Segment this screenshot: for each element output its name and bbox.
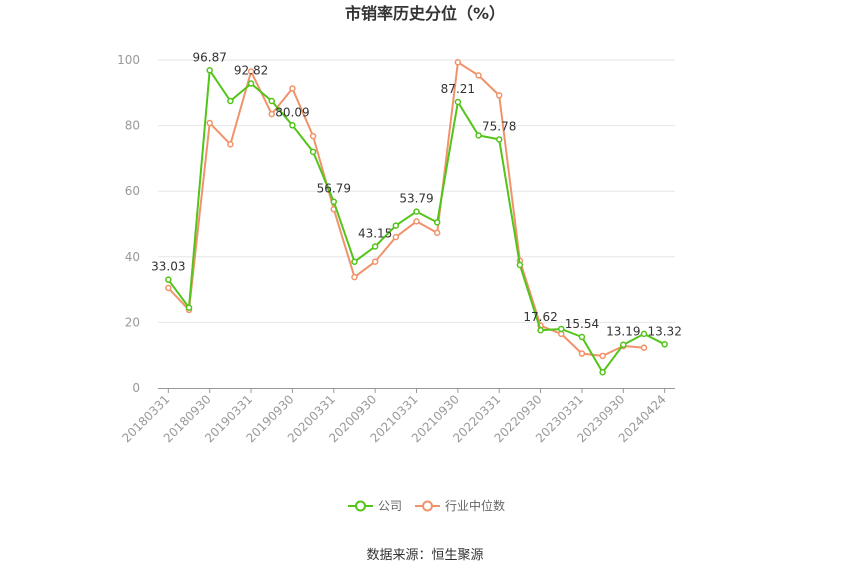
data-point [165, 276, 172, 283]
data-point [351, 273, 358, 281]
data-label: 56.79 [317, 182, 351, 196]
y-tick-label: 20 [125, 315, 140, 329]
data-point [578, 350, 586, 357]
data-point [475, 132, 482, 139]
data-label: 96.87 [193, 50, 227, 64]
data-label: 33.03 [151, 260, 185, 274]
data-point [578, 333, 586, 341]
data-point [454, 98, 462, 106]
data-labels: 33.03 96.87 92.82 80.09 56.79 43.15 53.79 87.21… [151, 50, 682, 338]
data-point [433, 219, 441, 226]
legend-label: 行业中位数 [445, 498, 505, 513]
data-point [661, 341, 668, 348]
data-point [599, 352, 606, 360]
legend-marker [422, 500, 433, 512]
data-point [392, 222, 400, 229]
data-label: 13.32 [647, 324, 681, 338]
data-point [268, 110, 275, 118]
chart-title: 市销率历史分位（%） [345, 4, 505, 23]
data-point [289, 122, 296, 129]
y-tick-label: 0 [132, 381, 140, 395]
y-tick-label: 40 [125, 250, 140, 264]
data-point [599, 369, 606, 376]
data-label: 87.21 [441, 82, 475, 96]
legend-marker [355, 500, 366, 512]
y-tick-label: 80 [125, 119, 140, 133]
data-point [620, 341, 627, 348]
data-point [475, 72, 482, 79]
data-point [247, 68, 255, 75]
data-label: 15.54 [565, 317, 599, 331]
legend[interactable]: 公司 行业中位数 [348, 498, 505, 513]
data-point [433, 229, 441, 237]
x-axis: 2018033120180930201903312019093020200331… [119, 388, 675, 445]
data-source: 数据来源：恒生聚源 [366, 548, 483, 563]
data-point [454, 59, 462, 66]
data-point [268, 97, 275, 105]
data-point [351, 258, 358, 265]
data-label: 53.79 [399, 192, 433, 206]
series-lines [165, 59, 668, 376]
data-point [227, 97, 234, 105]
data-point [247, 80, 255, 87]
data-label: 43.15 [358, 226, 392, 240]
data-label: 75.78 [482, 119, 516, 133]
data-label: 13.19 [606, 325, 640, 339]
data-label: 17.62 [523, 310, 557, 324]
data-point [640, 344, 648, 351]
grid-lines [158, 59, 675, 323]
y-tick-label: 60 [125, 184, 140, 198]
data-point [495, 92, 503, 99]
legend-item-1[interactable]: 行业中位数 [415, 498, 505, 513]
data-point [330, 198, 338, 205]
data-point [537, 326, 544, 334]
data-point [227, 141, 234, 148]
data-point [185, 304, 193, 311]
data-point [206, 119, 213, 127]
data-point [165, 284, 172, 292]
series-line-1 [167, 61, 645, 357]
data-point [558, 325, 565, 333]
data-point [371, 258, 379, 265]
legend-label: 公司 [378, 499, 402, 513]
data-point [413, 218, 420, 225]
data-label: 80.09 [275, 105, 309, 119]
data-label: 92.82 [234, 64, 268, 78]
data-point [309, 148, 317, 156]
data-point [392, 233, 400, 241]
y-tick-label: 100 [117, 53, 140, 67]
legend-item-0[interactable]: 公司 [348, 499, 402, 513]
data-point [309, 132, 317, 140]
data-point [495, 136, 503, 143]
data-point [640, 330, 648, 338]
data-point [371, 243, 379, 250]
data-point [516, 261, 524, 269]
data-point [413, 208, 420, 215]
data-point [206, 67, 213, 74]
data-point [289, 85, 296, 92]
y-axis: 0 20 40 60 80 100 [117, 53, 140, 395]
